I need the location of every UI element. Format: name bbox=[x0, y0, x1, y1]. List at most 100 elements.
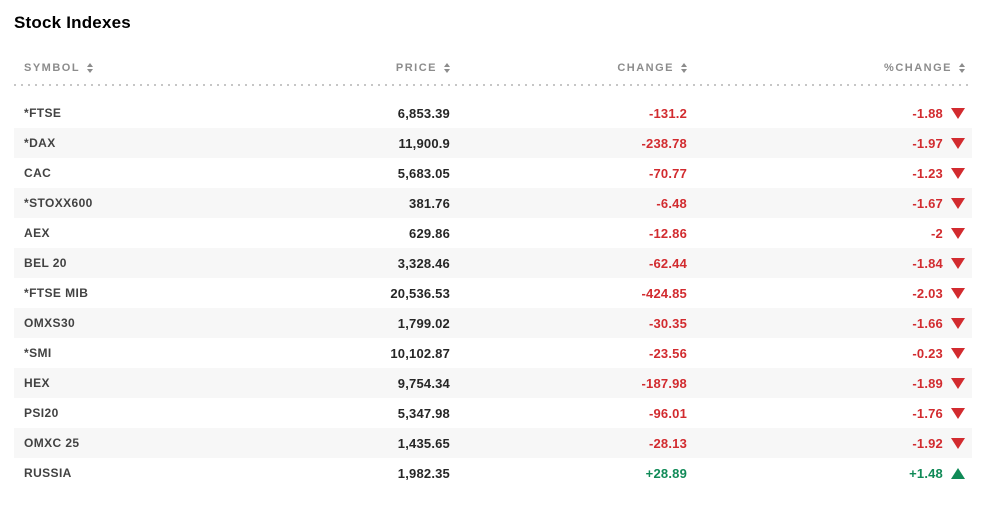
pct-change-value: -1.92 bbox=[912, 435, 943, 451]
down-triangle-icon bbox=[951, 257, 965, 269]
price-value: 3,328.46 bbox=[397, 255, 450, 271]
column-header-price[interactable]: PRICE bbox=[224, 62, 450, 74]
price-value: 5,683.05 bbox=[397, 165, 450, 181]
symbol-label: *SMI bbox=[24, 346, 52, 360]
table-row: *DAX 11,900.9 -238.78 -1.97 bbox=[14, 128, 972, 158]
change-cell: -6.48 bbox=[450, 196, 687, 211]
change-value: -12.86 bbox=[648, 225, 687, 241]
down-triangle-icon bbox=[951, 317, 965, 329]
symbol-cell: AEX bbox=[14, 226, 224, 240]
price-value: 9,754.34 bbox=[397, 375, 450, 391]
down-triangle-icon bbox=[951, 167, 965, 179]
price-value: 11,900.9 bbox=[398, 135, 450, 151]
column-header-pct-change[interactable]: %CHANGE bbox=[687, 62, 972, 74]
pct-change-value: -1.23 bbox=[912, 165, 943, 181]
price-cell: 20,536.53 bbox=[224, 286, 450, 301]
symbol-cell: RUSSIA bbox=[14, 466, 224, 480]
price-cell: 381.76 bbox=[224, 196, 450, 211]
sort-down-triangle-icon bbox=[681, 69, 687, 73]
sort-down-triangle-icon bbox=[444, 69, 450, 73]
price-value: 1,982.35 bbox=[397, 465, 450, 481]
change-cell: -424.85 bbox=[450, 286, 687, 301]
table-row: HEX 9,754.34 -187.98 -1.89 bbox=[14, 368, 972, 398]
table-row: *FTSE MIB 20,536.53 -424.85 -2.03 bbox=[14, 278, 972, 308]
symbol-cell: *DAX bbox=[14, 136, 224, 150]
table-row: RUSSIA 1,982.35 +28.89 +1.48 bbox=[14, 458, 972, 488]
column-header-pct-change-label: %CHANGE bbox=[884, 62, 952, 74]
symbol-cell: *STOXX600 bbox=[14, 196, 224, 210]
change-cell: -23.56 bbox=[450, 346, 687, 361]
down-triangle-icon bbox=[951, 287, 965, 299]
price-cell: 11,900.9 bbox=[224, 136, 450, 151]
change-cell: -131.2 bbox=[450, 106, 687, 121]
change-cell: -187.98 bbox=[450, 376, 687, 391]
symbol-label: CAC bbox=[24, 166, 52, 180]
change-value: -28.13 bbox=[648, 435, 687, 451]
symbol-label: BEL 20 bbox=[24, 256, 67, 270]
column-header-symbol[interactable]: SYMBOL bbox=[14, 62, 224, 74]
price-cell: 5,347.98 bbox=[224, 406, 450, 421]
price-cell: 3,328.46 bbox=[224, 256, 450, 271]
column-header-price-label: PRICE bbox=[395, 62, 437, 74]
pct-change-value: -1.67 bbox=[912, 195, 943, 211]
column-header-symbol-label: SYMBOL bbox=[24, 62, 81, 74]
symbol-label: *FTSE MIB bbox=[24, 286, 89, 300]
change-value: -23.56 bbox=[648, 345, 687, 361]
pct-change-cell: -1.67 bbox=[687, 196, 972, 211]
symbol-label: *STOXX600 bbox=[24, 196, 93, 210]
symbol-label: *FTSE bbox=[24, 106, 62, 120]
symbol-cell: BEL 20 bbox=[14, 256, 224, 270]
pct-change-value: -1.76 bbox=[912, 405, 943, 421]
table-row: *SMI 10,102.87 -23.56 -0.23 bbox=[14, 338, 972, 368]
price-value: 629.86 bbox=[409, 225, 450, 241]
price-cell: 6,853.39 bbox=[224, 106, 450, 121]
table-body: *FTSE 6,853.39 -131.2 -1.88 *DAX 11,900.… bbox=[14, 98, 972, 488]
down-triangle-icon bbox=[951, 347, 965, 359]
change-value: -238.78 bbox=[641, 135, 687, 151]
symbol-label: RUSSIA bbox=[24, 466, 72, 480]
table-row: OMXS30 1,799.02 -30.35 -1.66 bbox=[14, 308, 972, 338]
column-header-change[interactable]: CHANGE bbox=[450, 62, 687, 74]
down-triangle-icon bbox=[951, 377, 965, 389]
table-row: BEL 20 3,328.46 -62.44 -1.84 bbox=[14, 248, 972, 278]
pct-change-value: -1.97 bbox=[912, 135, 943, 151]
table-row: PSI20 5,347.98 -96.01 -1.76 bbox=[14, 398, 972, 428]
price-cell: 1,799.02 bbox=[224, 316, 450, 331]
symbol-label: OMXS30 bbox=[24, 316, 76, 330]
down-triangle-icon bbox=[951, 197, 965, 209]
symbol-cell: *FTSE MIB bbox=[14, 286, 224, 300]
pct-change-value: -2 bbox=[931, 225, 943, 241]
change-value: -70.77 bbox=[648, 165, 687, 181]
table-row: AEX 629.86 -12.86 -2 bbox=[14, 218, 972, 248]
change-cell: +28.89 bbox=[450, 466, 687, 481]
symbol-label: OMXC 25 bbox=[24, 436, 80, 450]
sort-icon bbox=[87, 63, 94, 73]
change-value: -187.98 bbox=[641, 375, 687, 391]
down-triangle-icon bbox=[951, 137, 965, 149]
change-value: +28.89 bbox=[645, 465, 687, 481]
symbol-label: HEX bbox=[24, 376, 50, 390]
pct-change-value: -1.89 bbox=[912, 375, 943, 391]
change-value: -6.48 bbox=[656, 195, 687, 211]
table-row: *FTSE 6,853.39 -131.2 -1.88 bbox=[14, 98, 972, 128]
sort-icon bbox=[681, 63, 687, 73]
pct-change-cell: -1.89 bbox=[687, 376, 972, 391]
down-triangle-icon bbox=[951, 437, 965, 449]
table-row: OMXC 25 1,435.65 -28.13 -1.92 bbox=[14, 428, 972, 458]
pct-change-value: -1.84 bbox=[912, 255, 943, 271]
stock-indexes-table: SYMBOL PRICE CHANGE bbox=[14, 52, 972, 488]
symbol-label: PSI20 bbox=[24, 406, 59, 420]
down-triangle-icon bbox=[951, 227, 965, 239]
price-cell: 629.86 bbox=[224, 226, 450, 241]
down-triangle-icon bbox=[951, 107, 965, 119]
price-value: 1,435.65 bbox=[397, 435, 450, 451]
price-cell: 9,754.34 bbox=[224, 376, 450, 391]
change-cell: -238.78 bbox=[450, 136, 687, 151]
price-value: 10,102.87 bbox=[390, 345, 450, 361]
price-value: 6,853.39 bbox=[397, 105, 450, 121]
pct-change-cell: -1.66 bbox=[687, 316, 972, 331]
sort-up-triangle-icon bbox=[681, 63, 687, 67]
table-row: *STOXX600 381.76 -6.48 -1.67 bbox=[14, 188, 972, 218]
symbol-cell: OMXC 25 bbox=[14, 436, 224, 450]
